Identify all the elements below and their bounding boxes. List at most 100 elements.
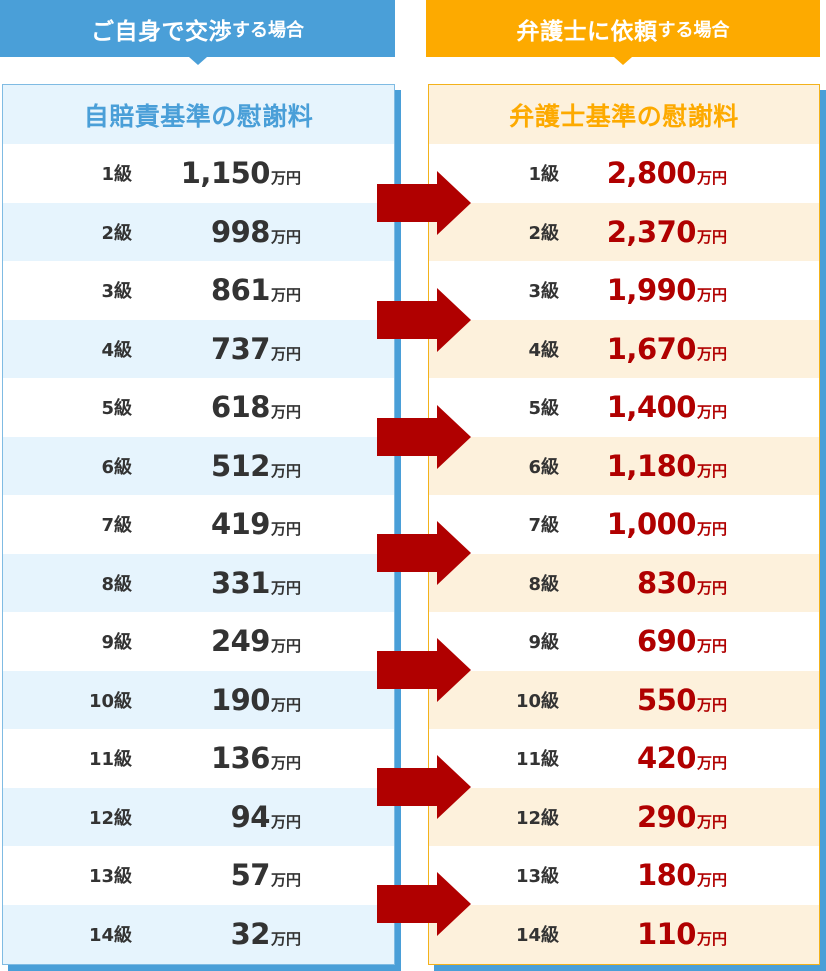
amount-value: 180 万円 — [636, 858, 727, 893]
table-row: 2級 998 万円 — [3, 202, 394, 261]
grade-label: 14級 — [515, 924, 559, 946]
amount-value: 1,670 万円 — [606, 331, 727, 366]
table-row: 4級 737 万円 — [3, 319, 394, 378]
table-row: 10級 550 万円 — [429, 670, 819, 729]
table-row: 8級 830 万円 — [429, 553, 819, 612]
grade-label: 1級 — [528, 164, 559, 186]
rows-container: 1級 2,800 万円 2級 2,370 万円 3級 1,990 万円 4級 1,670 万円 … — [429, 144, 819, 963]
table-row: 13級 57 万円 — [3, 846, 394, 905]
right-arrow-icon — [377, 638, 471, 702]
grade-label: 3級 — [528, 281, 559, 303]
table-row: 11級 420 万円 — [429, 729, 819, 788]
right-arrow-icon — [377, 405, 471, 469]
grade-label: 13級 — [88, 866, 132, 888]
panel-title: 弁護士基準の慰謝料 — [429, 85, 819, 144]
grade-label: 9級 — [528, 632, 559, 654]
table-row: 2級 2,370 万円 — [429, 202, 819, 261]
table-row: 12級 290 万円 — [429, 787, 819, 846]
banner-suffix-text: する場合 — [232, 19, 304, 41]
table-row: 6級 512 万円 — [3, 436, 394, 495]
amount-value: 420 万円 — [636, 741, 727, 776]
amount-value: 190 万円 — [210, 682, 301, 717]
table-row: 3級 861 万円 — [3, 261, 394, 320]
amount-value: 737 万円 — [210, 331, 301, 366]
amount-value: 110 万円 — [636, 916, 727, 951]
grade-label: 10級 — [88, 690, 132, 712]
table-row: 8級 331 万円 — [3, 553, 394, 612]
right-arrow-icon — [377, 288, 471, 352]
jibaiseki-standard-table: 自賠責基準の慰謝料 1級 1,150 万円 2級 998 万円 3級 861 万円 4級 73… — [2, 84, 395, 965]
amount-value: 419 万円 — [210, 507, 301, 542]
table-row: 11級 136 万円 — [3, 729, 394, 788]
amount-value: 1,400 万円 — [606, 390, 727, 425]
grade-label: 8級 — [528, 573, 559, 595]
grade-label: 12級 — [88, 807, 132, 829]
amount-value: 1,000 万円 — [606, 507, 727, 542]
amount-value: 249 万円 — [210, 624, 301, 659]
amount-value: 2,370 万円 — [606, 214, 727, 249]
amount-value: 290 万円 — [636, 799, 727, 834]
table-row: 5級 618 万円 — [3, 378, 394, 437]
lawyer-standard-table: 弁護士基準の慰謝料 1級 2,800 万円 2級 2,370 万円 3級 1,990 万円 … — [428, 84, 820, 965]
grade-label: 10級 — [515, 690, 559, 712]
amount-value: 830 万円 — [636, 565, 727, 600]
grade-label: 2級 — [528, 222, 559, 244]
right-arrow-icon — [377, 872, 471, 936]
grade-label: 9級 — [101, 632, 132, 654]
table-row: 1級 1,150 万円 — [3, 144, 394, 203]
grade-label: 1級 — [101, 164, 132, 186]
grade-label: 5級 — [101, 398, 132, 420]
table-row: 7級 1,000 万円 — [429, 495, 819, 554]
amount-value: 136 万円 — [210, 741, 301, 776]
panel-title: 自賠責基準の慰謝料 — [3, 85, 394, 144]
table-row: 7級 419 万円 — [3, 495, 394, 554]
rows-container: 1級 1,150 万円 2級 998 万円 3級 861 万円 4級 737 万円 5級 618 万… — [3, 144, 394, 963]
grade-label: 11級 — [515, 749, 559, 771]
table-row: 5級 1,400 万円 — [429, 378, 819, 437]
table-row: 14級 110 万円 — [429, 904, 819, 963]
amount-value: 1,180 万円 — [606, 448, 727, 483]
right-arrow-icon — [377, 521, 471, 585]
grade-label: 12級 — [515, 807, 559, 829]
amount-value: 331 万円 — [210, 565, 301, 600]
amount-value: 1,990 万円 — [606, 273, 727, 308]
grade-label: 6級 — [101, 456, 132, 478]
amount-value: 618 万円 — [210, 390, 301, 425]
amount-value: 94 万円 — [230, 799, 301, 834]
table-row: 1級 2,800 万円 — [429, 144, 819, 203]
self-negotiation-banner: ご自身で交渉 する場合 — [0, 0, 395, 57]
amount-value: 690 万円 — [636, 624, 727, 659]
amount-value: 998 万円 — [210, 214, 301, 249]
amount-value: 32 万円 — [230, 916, 301, 951]
grade-label: 3級 — [101, 281, 132, 303]
grade-label: 7級 — [101, 515, 132, 537]
grade-label: 14級 — [88, 924, 132, 946]
table-row: 9級 690 万円 — [429, 612, 819, 671]
grade-label: 5級 — [528, 398, 559, 420]
grade-label: 13級 — [515, 866, 559, 888]
banner-suffix-text: する場合 — [657, 19, 730, 41]
table-row: 6級 1,180 万円 — [429, 436, 819, 495]
banner-main-text: 弁護士に依頼 — [516, 18, 658, 45]
amount-value: 550 万円 — [636, 682, 727, 717]
grade-label: 2級 — [101, 222, 132, 244]
amount-value: 57 万円 — [230, 858, 301, 893]
table-row: 9級 249 万円 — [3, 612, 394, 671]
grade-label: 6級 — [528, 456, 559, 478]
banner-main-text: ご自身で交渉 — [91, 18, 232, 45]
grade-label: 4級 — [528, 339, 559, 361]
table-row: 13級 180 万円 — [429, 846, 819, 905]
amount-value: 2,800 万円 — [606, 156, 727, 191]
grade-label: 4級 — [101, 339, 132, 361]
grade-label: 11級 — [88, 749, 132, 771]
table-row: 14級 32 万円 — [3, 904, 394, 963]
table-row: 3級 1,990 万円 — [429, 261, 819, 320]
grade-label: 7級 — [528, 515, 559, 537]
amount-value: 861 万円 — [210, 273, 301, 308]
right-arrow-icon — [377, 755, 471, 819]
amount-value: 1,150 万円 — [180, 156, 301, 191]
table-row: 10級 190 万円 — [3, 670, 394, 729]
grade-label: 8級 — [101, 573, 132, 595]
table-row: 12級 94 万円 — [3, 787, 394, 846]
table-row: 4級 1,670 万円 — [429, 319, 819, 378]
